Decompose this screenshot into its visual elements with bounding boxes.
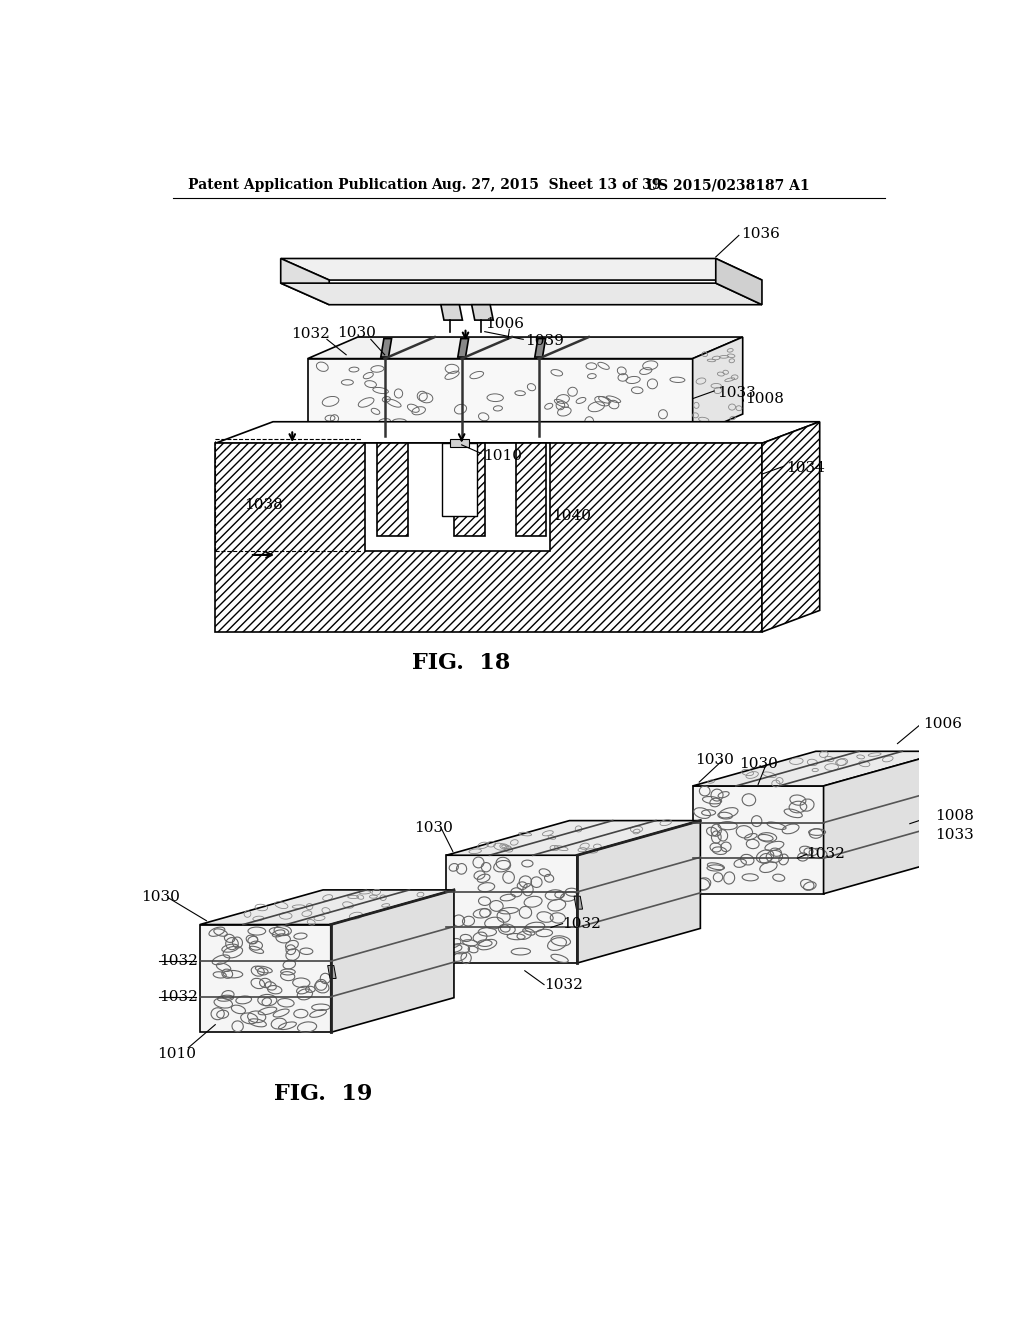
Polygon shape (331, 890, 454, 1032)
Polygon shape (692, 751, 947, 785)
Text: FIG.  18: FIG. 18 (413, 652, 511, 673)
Text: 1010: 1010 (483, 449, 522, 462)
Text: 1010: 1010 (158, 1047, 197, 1061)
Polygon shape (215, 444, 762, 632)
Text: 1008: 1008 (935, 809, 974, 822)
Text: FIG.  19: FIG. 19 (273, 1082, 373, 1105)
Text: 1036: 1036 (741, 227, 780, 240)
Text: 1008: 1008 (745, 392, 784, 405)
Polygon shape (472, 305, 494, 321)
Polygon shape (454, 444, 484, 536)
Text: 1030: 1030 (337, 326, 376, 341)
Polygon shape (281, 259, 330, 305)
Text: 1033: 1033 (717, 387, 756, 400)
Polygon shape (515, 444, 547, 536)
Text: 1034: 1034 (785, 461, 824, 475)
Polygon shape (574, 896, 583, 909)
Polygon shape (328, 965, 336, 978)
Text: Aug. 27, 2015  Sheet 13 of 39: Aug. 27, 2015 Sheet 13 of 39 (431, 178, 662, 193)
Text: 1006: 1006 (923, 717, 962, 731)
Polygon shape (215, 422, 819, 444)
Polygon shape (442, 444, 477, 516)
Polygon shape (762, 422, 819, 632)
Text: Patent Application Publication: Patent Application Publication (188, 178, 428, 193)
Polygon shape (307, 337, 742, 359)
Polygon shape (200, 924, 331, 1032)
Polygon shape (451, 440, 469, 447)
Text: 1032: 1032 (159, 990, 198, 1003)
Text: US 2015/0238187 A1: US 2015/0238187 A1 (646, 178, 810, 193)
Text: 1030: 1030 (695, 752, 734, 767)
Polygon shape (307, 359, 692, 436)
Text: 1032: 1032 (544, 978, 583, 991)
Polygon shape (381, 339, 391, 358)
Polygon shape (692, 337, 742, 436)
Text: 1040: 1040 (553, 510, 592, 524)
Text: 1030: 1030 (141, 890, 180, 904)
Text: 1032: 1032 (291, 327, 330, 341)
Polygon shape (200, 890, 454, 924)
Polygon shape (377, 444, 408, 536)
Polygon shape (441, 305, 463, 321)
Polygon shape (281, 259, 762, 280)
Polygon shape (692, 785, 823, 894)
Text: 1033: 1033 (935, 828, 974, 842)
Polygon shape (366, 444, 550, 552)
Text: 1030: 1030 (415, 821, 454, 834)
Polygon shape (446, 855, 578, 964)
Polygon shape (578, 821, 700, 964)
Polygon shape (458, 339, 469, 358)
Polygon shape (535, 339, 546, 358)
Text: 1032: 1032 (562, 916, 601, 931)
Text: 1039: 1039 (525, 334, 564, 348)
Text: 1032: 1032 (159, 954, 198, 968)
Text: 1030: 1030 (739, 758, 778, 771)
Polygon shape (446, 821, 700, 855)
Polygon shape (823, 751, 947, 894)
Polygon shape (716, 259, 762, 305)
Text: 1032: 1032 (807, 847, 846, 862)
Polygon shape (281, 284, 762, 305)
Text: 1006: 1006 (484, 317, 523, 331)
Text: 1038: 1038 (245, 498, 284, 512)
